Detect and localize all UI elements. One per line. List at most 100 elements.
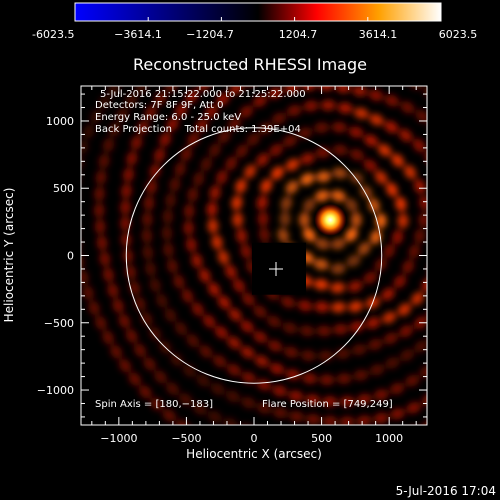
fringe-blob [426, 118, 444, 136]
fringe-blob [399, 325, 414, 338]
fringe-blob [193, 171, 205, 187]
fringe-blob [339, 395, 355, 407]
fringe-blob [434, 66, 453, 84]
fringe-blob [120, 232, 132, 248]
fringe-blob [456, 179, 470, 196]
fringe-blob [377, 143, 392, 157]
fringe-blob [313, 258, 329, 270]
fringe-blob [478, 264, 493, 282]
fringe-blob [346, 254, 361, 267]
fringe-blob [183, 220, 195, 236]
fringe-blob [228, 308, 242, 322]
fringe-blob [286, 104, 302, 117]
fringe-blob [345, 198, 358, 212]
fringe-blob [279, 211, 291, 227]
fringe-blob [98, 153, 110, 169]
fringe-blob [285, 180, 299, 194]
fringe-blob [436, 180, 451, 197]
fringe-blob [368, 89, 384, 102]
y-tick-label: 1000 [46, 115, 74, 128]
x-axis-label: Heliocentric X (arcsec) [186, 447, 322, 461]
fringe-blob [202, 314, 216, 329]
fringe-blob [214, 325, 229, 339]
fringe-blob [212, 354, 227, 368]
fringe-blob [458, 244, 472, 261]
fringe-blob [348, 126, 364, 138]
fringe-blob [285, 369, 301, 381]
fringe-blob [185, 90, 199, 104]
fringe-blob [149, 163, 161, 179]
fringe-blob [352, 457, 368, 470]
fringe-blob [493, 147, 500, 165]
fringe-blob [461, 213, 472, 228]
fringe-blob [118, 313, 131, 329]
fringe-blob [200, 157, 213, 172]
fringe-blob [67, 205, 78, 220]
fringe-blob [174, 103, 188, 117]
y-tick-label: −1000 [37, 384, 74, 397]
fringe-blob [174, 161, 186, 177]
heatmap-image [67, 0, 500, 471]
fringe-blob [81, 269, 89, 285]
fringe-blob [68, 221, 80, 236]
fringe-blob [227, 363, 242, 376]
fringe-blob [382, 311, 397, 324]
fringe-blob [272, 385, 288, 397]
spin-axis-label: Spin Axis = [180,−183] [95, 399, 213, 410]
fringe-blob [258, 227, 270, 243]
fringe-blob [412, 138, 426, 153]
fringe-blob [206, 201, 218, 217]
fringe-blob [290, 0, 306, 2]
colorbar-label-4: 3614.1 [359, 28, 398, 41]
fringe-blob [354, 435, 370, 448]
fringe-blob [277, 228, 289, 243]
fringe-blob [191, 302, 205, 317]
fringe-blob [484, 199, 496, 215]
fringe-blob [476, 381, 495, 399]
fringe-blob [400, 101, 415, 114]
x-tick-label: 1000 [375, 432, 403, 445]
fringe-blob [322, 395, 338, 407]
fringe-blob [468, 104, 486, 123]
colorbar-label-2: −1204.7 [186, 28, 234, 41]
fringe-blob [136, 120, 149, 135]
fringe-blob [240, 320, 254, 333]
fringe-blob [303, 227, 316, 242]
fringe-blob [180, 146, 193, 162]
fringe-blob [454, 260, 470, 278]
fringe-blob [315, 147, 331, 159]
fringe-blob [488, 368, 500, 386]
fringe-blob [107, 86, 120, 96]
fringe-blob [336, 459, 352, 471]
fringe-blob [349, 148, 365, 161]
fringe-blob [96, 235, 108, 251]
fringe-blob [353, 369, 369, 381]
fringe-blob [159, 132, 172, 147]
fringe-blob [323, 37, 338, 48]
fringe-blob [421, 277, 427, 292]
fringe-blob [303, 100, 319, 112]
fringe-blob [149, 277, 161, 293]
fringe-blob [260, 178, 273, 194]
fringe-blob [478, 305, 495, 324]
fringe-blob [455, 121, 473, 140]
fringe-blob [373, 412, 389, 424]
fringe-blob [110, 344, 123, 359]
fringe-blob [375, 64, 393, 79]
fringe-blob [459, 5, 478, 22]
fringe-blob [320, 99, 336, 111]
fringe-blob [280, 296, 296, 308]
fringe-blob [102, 137, 115, 153]
fringe-blob [253, 305, 267, 318]
fringe-blob [224, 264, 237, 279]
fringe-blob [186, 334, 200, 348]
fringe-blob [385, 357, 400, 369]
fringe-blob [243, 164, 257, 179]
fringe-blob [256, 402, 272, 414]
fringe-blob [102, 330, 115, 345]
x-tick-label: 0 [251, 432, 258, 445]
fringe-blob [297, 300, 313, 312]
fringe-blob [95, 169, 107, 185]
info-line-counts: Back Projection Total counts: 1.39E+04 [95, 124, 301, 135]
fringe-blob [154, 91, 167, 106]
